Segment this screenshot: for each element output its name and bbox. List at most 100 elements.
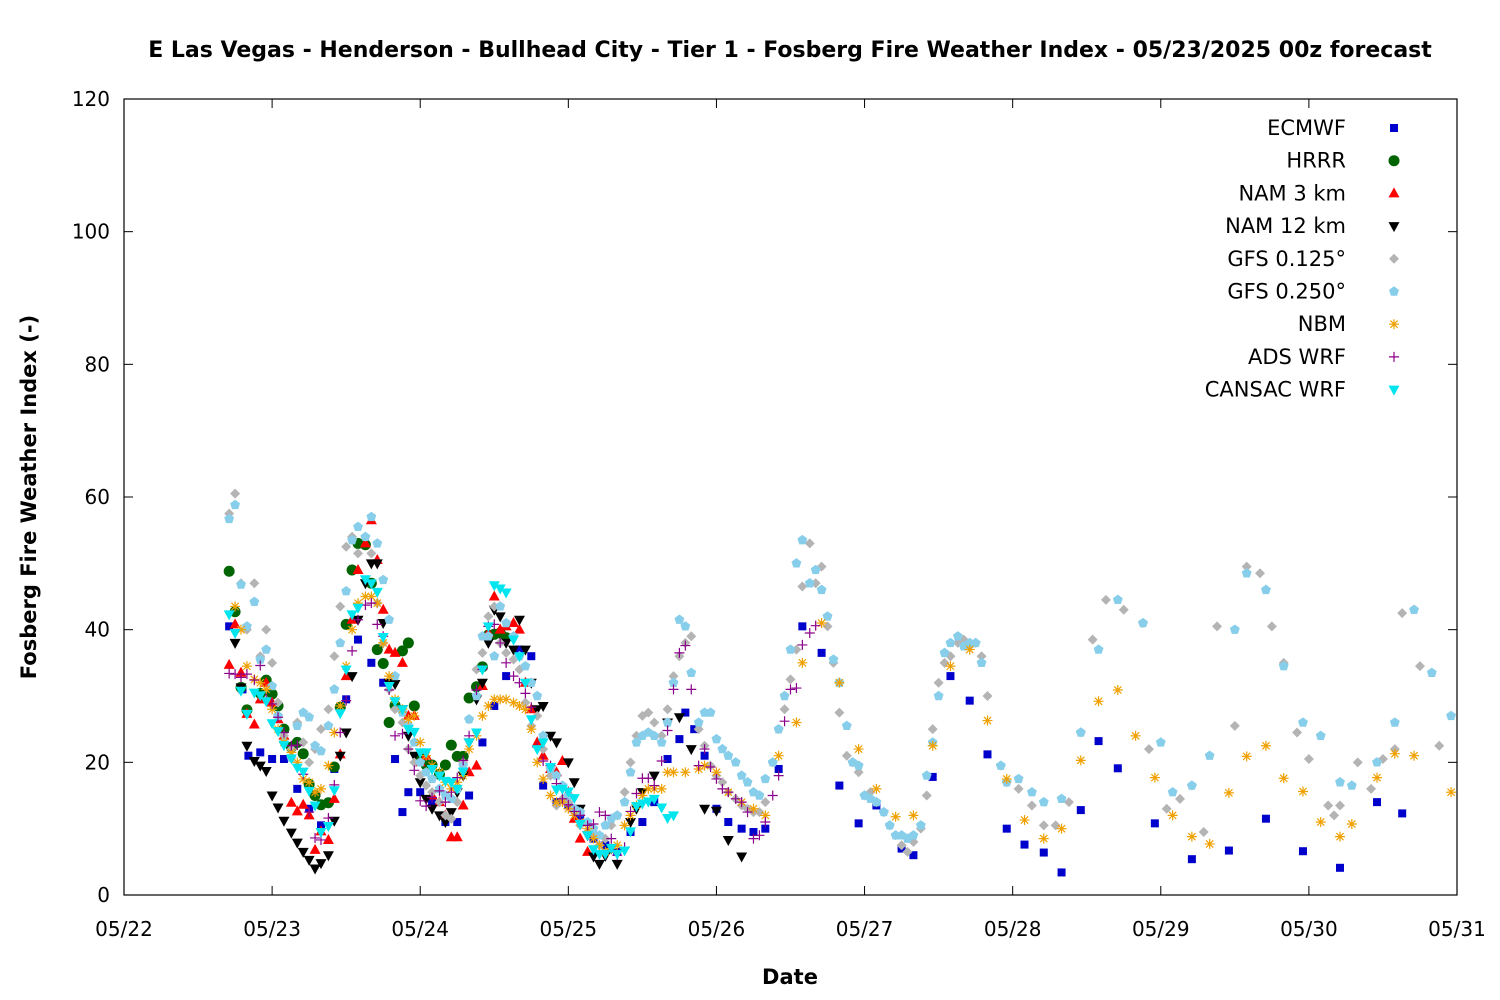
data-point [933,690,944,701]
data-point [797,534,808,545]
data-point [817,648,826,657]
data-point [514,700,525,711]
data-point [1315,730,1326,741]
data-point [427,787,438,798]
data-point [471,728,483,739]
y-tick-label: 120 [72,87,110,111]
data-point [933,677,944,688]
data-point [248,688,260,699]
data-point [1038,796,1049,807]
data-point [366,598,377,609]
data-point [685,745,697,756]
data-point [791,717,802,728]
data-point [761,824,770,833]
data-point [519,645,531,656]
data-point [501,647,512,658]
data-point [476,678,488,689]
y-tick-label: 100 [72,220,110,244]
data-point [415,737,426,748]
data-point [964,644,975,655]
data-point [551,770,562,780]
data-point [421,801,432,812]
data-point [244,751,253,760]
y-tick-label: 0 [97,883,110,907]
data-point [588,845,600,856]
data-point [1013,773,1024,784]
x-tick-labels: 05/22 05/23 05/24 05/25 05/26 05/27 05/28 05/29… [95,917,1486,941]
y-tick-labels: 0 20 40 60 80 100 120 [72,87,110,907]
data-point [513,615,525,626]
data-point [439,759,451,771]
data-point [508,645,520,656]
data-point [1373,798,1382,807]
data-point [230,601,241,612]
data-point [774,764,783,773]
data-point [316,745,326,756]
data-point [409,710,420,721]
data-point [434,797,445,808]
data-point [594,830,605,840]
data-point [1100,594,1111,605]
data-point [945,637,956,648]
y-axis-label: Fosberg Fire Weather Index (-) [17,315,41,679]
data-point [261,684,272,695]
data-point [754,790,765,800]
data-point [681,708,690,717]
data-point [656,803,668,814]
data-point [520,704,531,715]
data-point [390,730,401,741]
data-point [749,827,758,836]
data-point [396,656,408,667]
data-point [531,745,543,756]
legend-label: NAM 3 km [1238,181,1346,205]
data-point [267,704,278,715]
data-point [371,559,383,570]
data-point [1446,710,1457,721]
data-point [605,843,617,854]
data-point [367,658,376,667]
data-point [804,538,815,549]
data-point [396,645,408,657]
data-point [359,575,371,586]
data-point [501,617,512,628]
data-point [402,637,414,649]
data-point [1261,814,1270,823]
data-point [1334,831,1345,842]
data-point [921,770,932,780]
data-point [612,810,623,820]
data-point [594,840,605,851]
data-point [531,736,543,747]
data-point [291,805,303,816]
data-point [471,685,482,696]
series-gfs-0-125 [224,488,1445,857]
data-point [223,610,235,621]
legend-marker [1389,351,1399,362]
data-point [643,783,654,794]
data-point [539,781,548,790]
data-point [471,690,482,701]
data-point [236,579,246,589]
data-point [619,820,630,831]
data-point [779,716,790,727]
data-point [421,767,432,777]
data-point [310,740,321,750]
data-point [588,852,600,863]
data-point [1050,820,1061,831]
data-point [527,652,536,661]
data-point [224,668,235,679]
data-point [1224,846,1233,855]
data-point [266,688,278,700]
data-point [822,611,833,621]
data-point [1118,604,1129,615]
data-point [446,793,457,804]
data-point [810,620,821,631]
data-point [415,757,426,767]
data-point [742,777,753,787]
data-point [562,787,574,798]
data-point [1186,831,1197,842]
data-point [298,707,309,717]
data-point [1039,848,1048,857]
data-point [680,767,691,778]
data-point [717,783,728,794]
data-point [1057,868,1066,877]
